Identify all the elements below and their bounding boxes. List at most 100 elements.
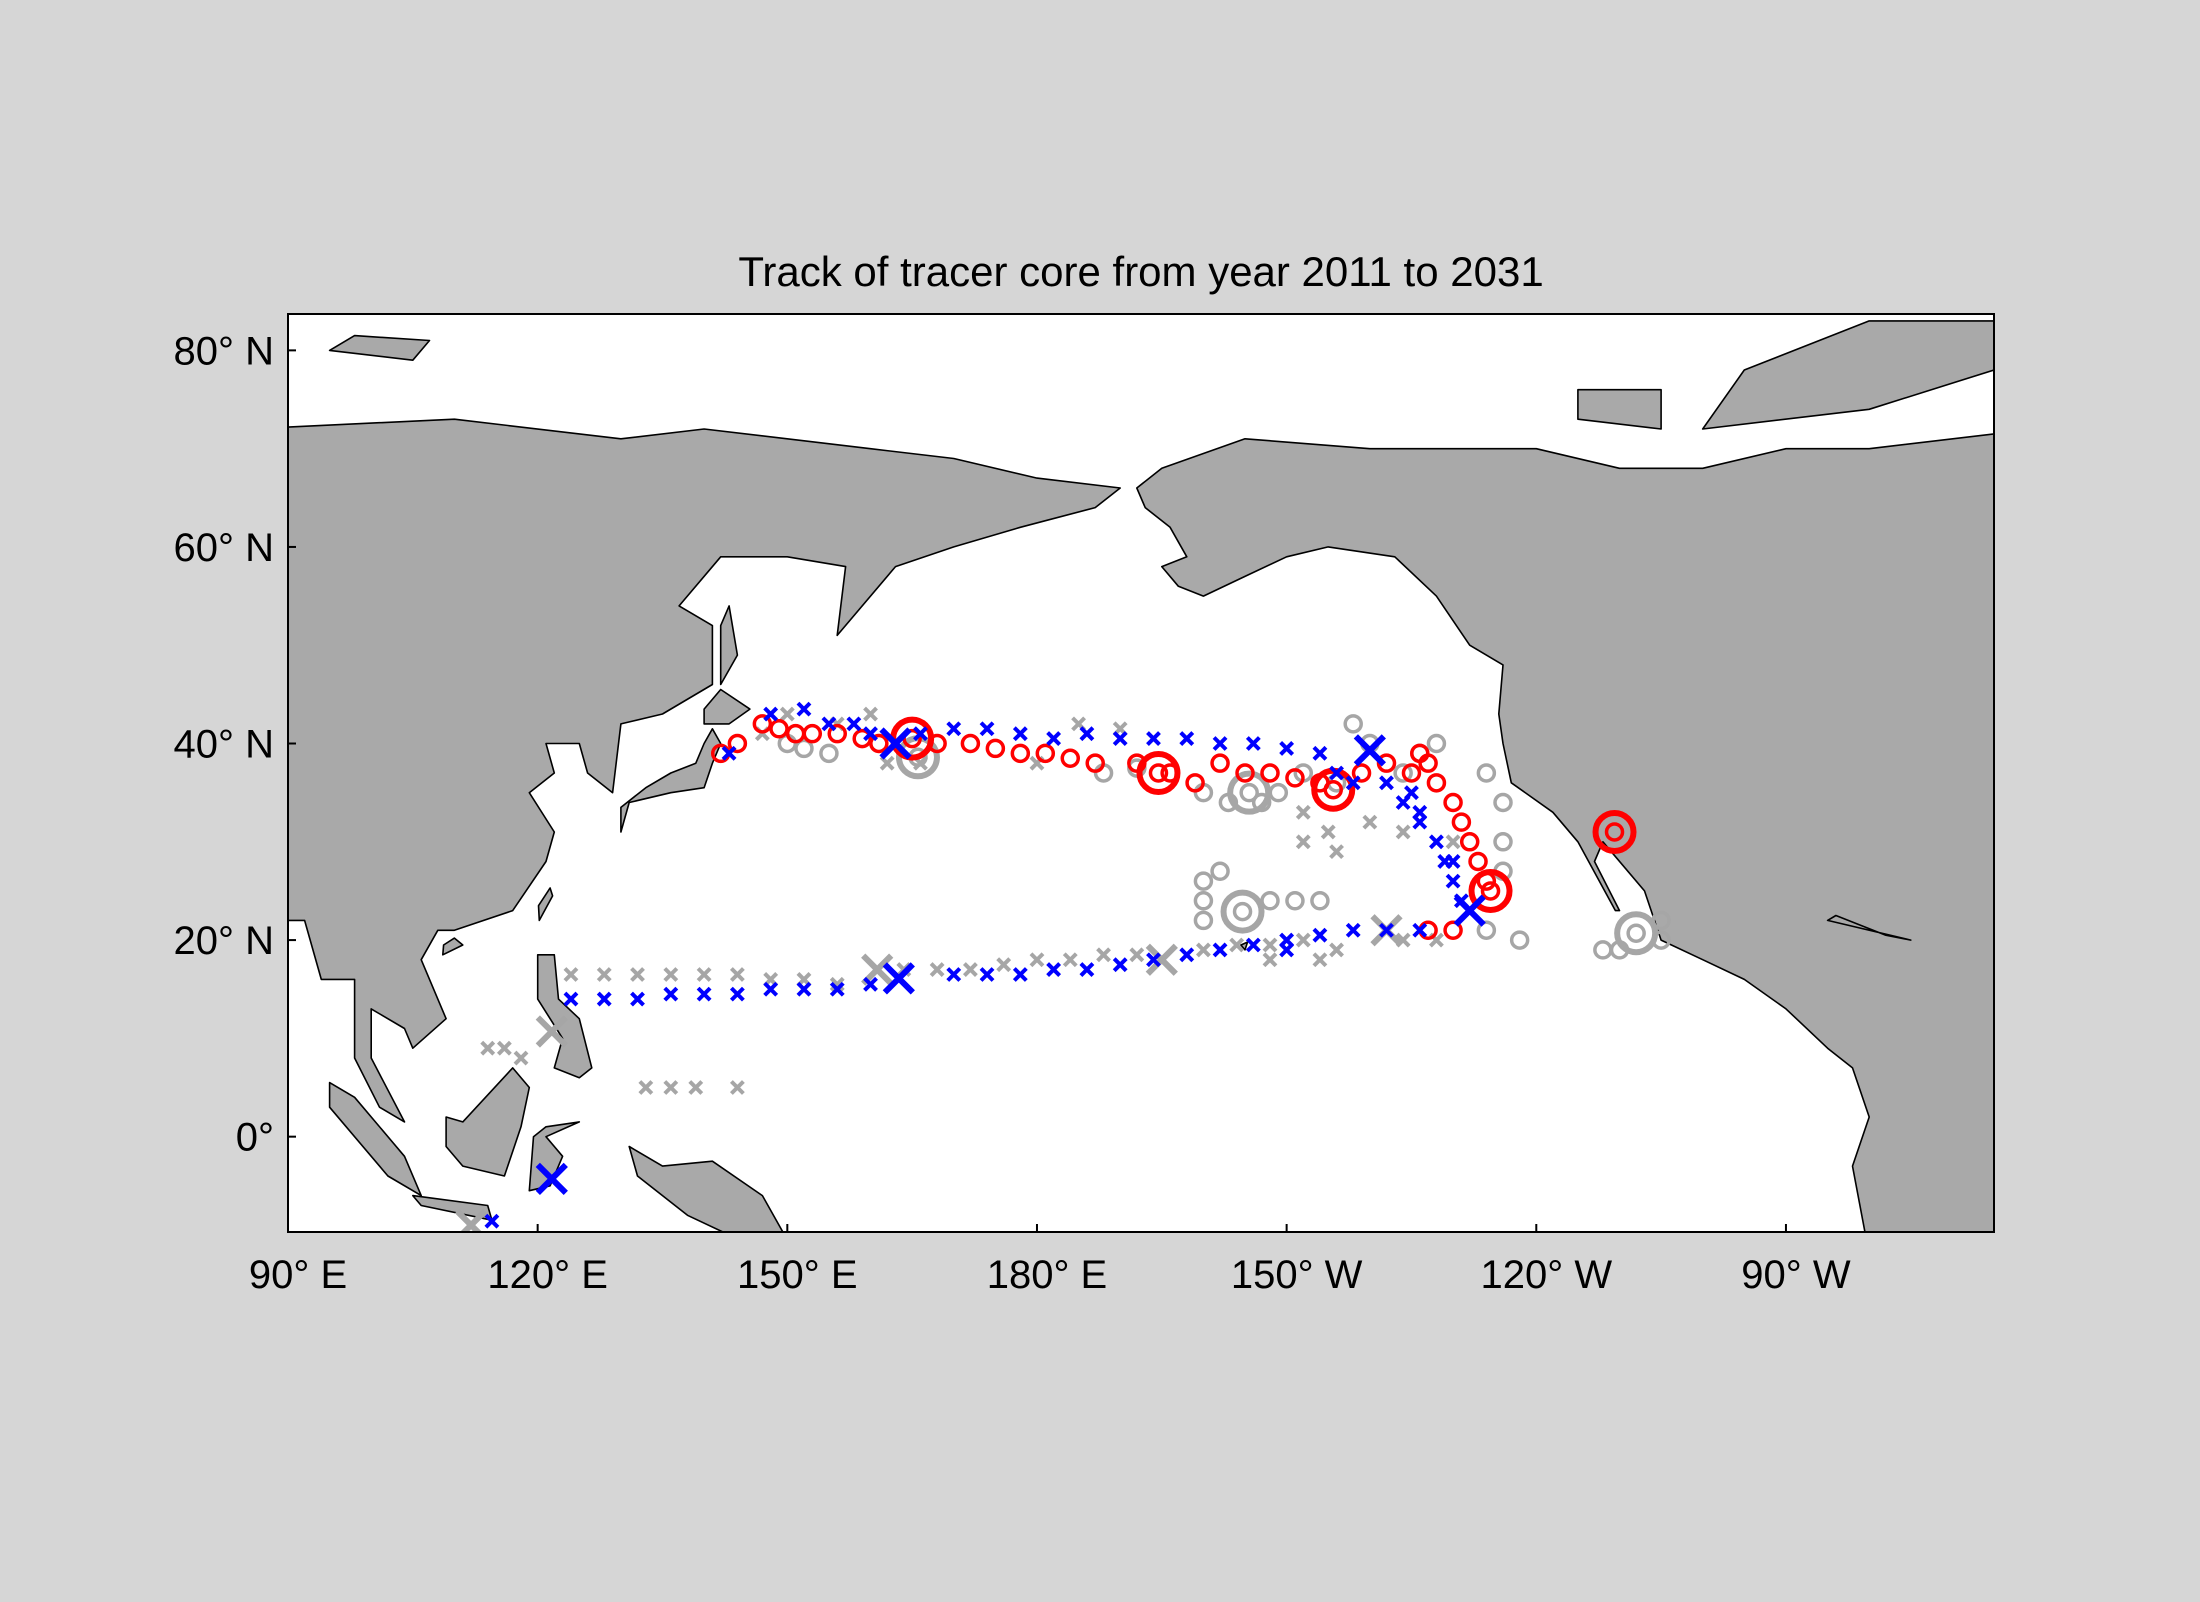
land-hokkaido: [703, 688, 751, 725]
marker-gray-cross: [962, 962, 978, 977]
marker-gray-circle: [1476, 763, 1497, 783]
marker-gray-cross: [1395, 824, 1411, 840]
marker-red-circle-large: [1136, 751, 1181, 795]
land-arctic3: [328, 334, 431, 361]
marker-blue-cross: [1179, 731, 1195, 747]
marker-blue-cross: [796, 701, 812, 717]
land-borneo: [445, 1067, 531, 1177]
marker-blue-cross: [1345, 775, 1361, 791]
marker-red-circle: [869, 733, 889, 754]
marker-blue-cross: [1046, 731, 1062, 747]
marker-blue-cross: [1112, 957, 1128, 973]
marker-blue-cross: [1012, 967, 1028, 982]
marker-gray-circle: [1310, 891, 1330, 911]
marker-gray-circle: [794, 738, 814, 759]
marker-gray-cross: [1329, 844, 1344, 860]
marker-gray-cross: [1320, 824, 1336, 840]
marker-blue-cross-large: [1453, 894, 1486, 927]
marker-gray-circle: [1193, 871, 1214, 891]
marker-blue-cross: [1445, 873, 1461, 889]
marker-blue-cross: [1112, 731, 1128, 747]
marker-blue-cross: [630, 991, 645, 1007]
marker-red-circle: [1418, 753, 1438, 773]
land-hawaii: [1240, 941, 1249, 951]
marker-blue-cross: [1179, 947, 1195, 963]
marker-blue-cross: [1312, 745, 1328, 761]
marker-blue-cross: [1329, 765, 1344, 781]
marker-red-circle: [1401, 763, 1422, 783]
marker-red-circle: [752, 714, 773, 734]
marker-blue-cross: [1379, 922, 1394, 938]
marker-red-circle: [1351, 763, 1372, 783]
marker-gray-cross: [1295, 834, 1311, 850]
marker-gray-cross: [829, 976, 845, 992]
marker-gray-circle: [1343, 714, 1363, 734]
marker-blue-cross: [729, 986, 745, 1002]
marker-blue-cross: [596, 991, 612, 1007]
marker-gray-circle: [1476, 920, 1497, 941]
marker-blue-cross: [1212, 736, 1228, 751]
marker-blue-cross: [979, 967, 995, 982]
marker-blue-cross: [663, 986, 679, 1002]
marker-gray-circle: [1493, 832, 1513, 852]
land-sakhalin: [719, 605, 739, 686]
marker-gray-cross: [688, 1080, 704, 1095]
marker-gray-cross: [563, 967, 579, 982]
marker-gray-cross: [1262, 937, 1278, 953]
marker-red-circle-large: [1468, 868, 1513, 913]
land-honshu: [620, 728, 722, 833]
marker-gray-circle: [1193, 910, 1214, 931]
marker-blue-cross: [1412, 922, 1428, 938]
series-gray-circle-large: [895, 735, 1659, 956]
marker-gray-circle-large: [1614, 911, 1659, 956]
marker-gray-cross: [1096, 947, 1111, 963]
marker-blue-cross: [1404, 785, 1419, 801]
marker-blue-cross-large: [1353, 734, 1386, 767]
marker-blue-cross: [1012, 726, 1028, 742]
land-america: [1136, 433, 1994, 1232]
marker-blue-cross: [1079, 726, 1095, 742]
x-tick-label: 90° E: [249, 1253, 347, 1297]
marker-gray-circle: [1509, 930, 1530, 950]
marker-blue-cross: [863, 726, 878, 742]
marker-red-circle: [827, 723, 847, 744]
marker-gray-circle: [1393, 763, 1413, 783]
marker-gray-cross: [596, 967, 612, 982]
marker-red-circle: [960, 733, 981, 754]
marker-blue-cross: [1429, 834, 1444, 850]
marker-blue-cross: [913, 726, 928, 742]
marker-gray-circle: [1426, 733, 1447, 754]
marker-red-circle: [1035, 743, 1056, 764]
marker-blue-cross: [1279, 741, 1295, 756]
y-axis-ticks: 80° N 60° N 40° N 20° N 0°: [174, 329, 296, 1160]
y-tick-label: 80° N: [174, 329, 275, 373]
marker-blue-cross-large: [879, 727, 912, 760]
marker-gray-cross: [1312, 952, 1328, 968]
marker-blue-cross-large: [535, 1162, 568, 1196]
x-tick-label: 180° E: [987, 1253, 1108, 1297]
marker-gray-circle-large: [1227, 770, 1272, 815]
marker-blue-cross: [763, 981, 779, 997]
marker-blue-cross: [1245, 937, 1261, 953]
marker-blue-cross: [563, 991, 579, 1007]
marker-gray-cross: [729, 967, 745, 982]
land-sumatra: [328, 1081, 422, 1197]
marker-gray-cross: [729, 1080, 745, 1095]
landmasses: [288, 320, 1994, 1232]
marker-blue-cross: [763, 706, 779, 722]
marker-gray-cross: [779, 706, 795, 722]
marker-blue-cross: [1312, 927, 1328, 943]
marker-gray-cross: [1295, 804, 1311, 820]
marker-blue-cross: [1245, 736, 1261, 751]
marker-gray-cross: [513, 1050, 529, 1066]
marker-gray-circle: [1285, 891, 1305, 911]
marker-gray-circle: [819, 743, 839, 764]
marker-gray-cross: [1129, 947, 1145, 963]
marker-red-circle: [1468, 851, 1488, 872]
series-blue-cross: [484, 701, 1469, 1229]
marker-red-circle: [1459, 832, 1480, 852]
marker-blue-cross: [1379, 775, 1394, 791]
marker-gray-cross: [638, 1080, 654, 1095]
marker-blue-cross: [696, 986, 712, 1002]
plot-frame: [287, 313, 1995, 1233]
